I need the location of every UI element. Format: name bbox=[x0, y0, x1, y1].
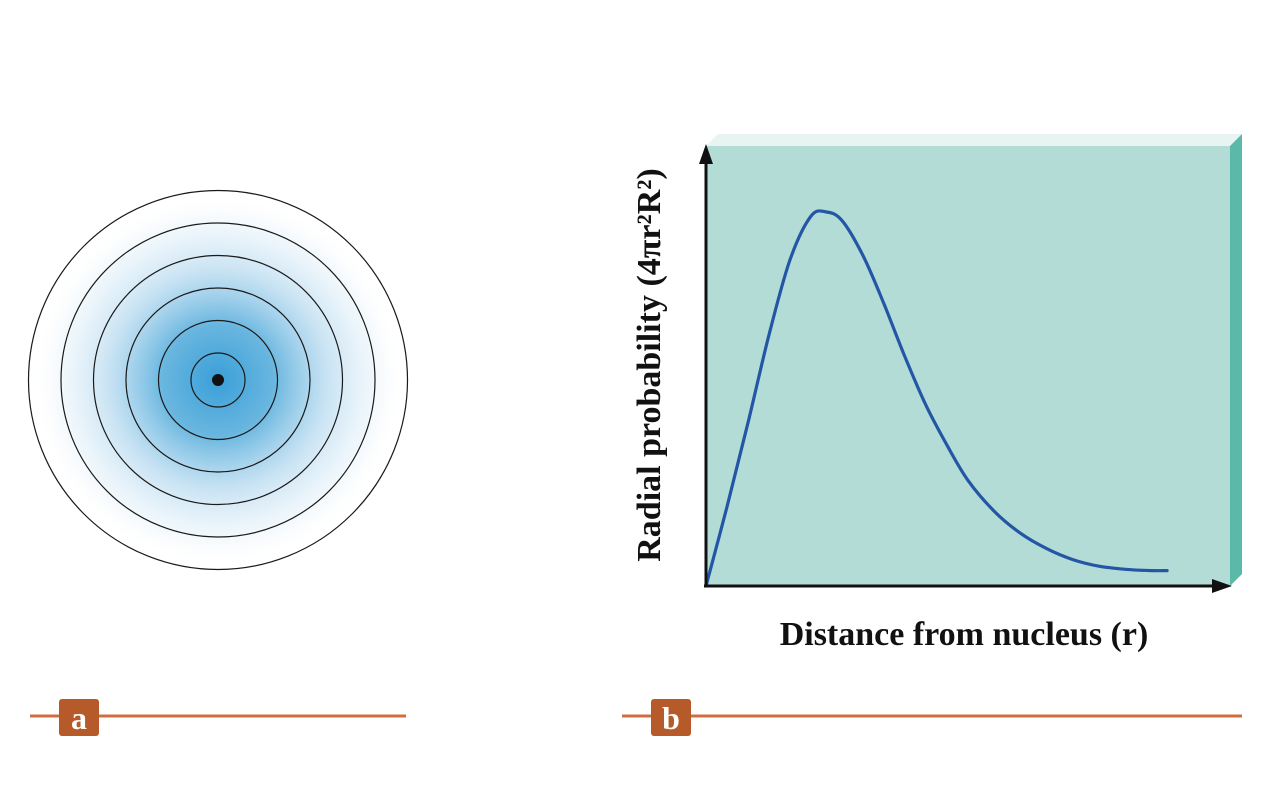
orbital-shell bbox=[157, 319, 279, 441]
orbital-shell bbox=[60, 222, 376, 538]
panel-label-a: a bbox=[30, 699, 406, 736]
plot-area-top-edge bbox=[706, 134, 1242, 146]
orbital-shell bbox=[92, 254, 344, 506]
panel-b-tag bbox=[651, 699, 691, 736]
orbital-diagram bbox=[27, 189, 409, 571]
orbital-shell bbox=[125, 287, 311, 473]
plot-area-side-edge bbox=[1230, 134, 1242, 586]
radial-probability-curve bbox=[704, 209, 1169, 588]
x-axis-arrowhead bbox=[1212, 579, 1232, 593]
panel-label-b: b bbox=[622, 699, 1242, 736]
nucleus bbox=[212, 374, 224, 386]
orbital-shell bbox=[190, 352, 246, 408]
orbital-shell bbox=[27, 189, 409, 571]
x-axis-title: Distance from nucleus (r) bbox=[780, 616, 1149, 653]
y-axis-title: Radial probability (4πr²R²) bbox=[631, 168, 668, 562]
panel-a-tag bbox=[59, 699, 99, 736]
plot-area bbox=[706, 146, 1230, 586]
y-axis-arrowhead bbox=[699, 144, 713, 164]
panel-a-letter: a bbox=[71, 700, 87, 736]
panel-b-letter: b bbox=[662, 700, 680, 736]
radial-probability-chart: Distance from nucleus (r) Radial probabi… bbox=[631, 134, 1242, 653]
orbital-shells bbox=[27, 189, 409, 571]
